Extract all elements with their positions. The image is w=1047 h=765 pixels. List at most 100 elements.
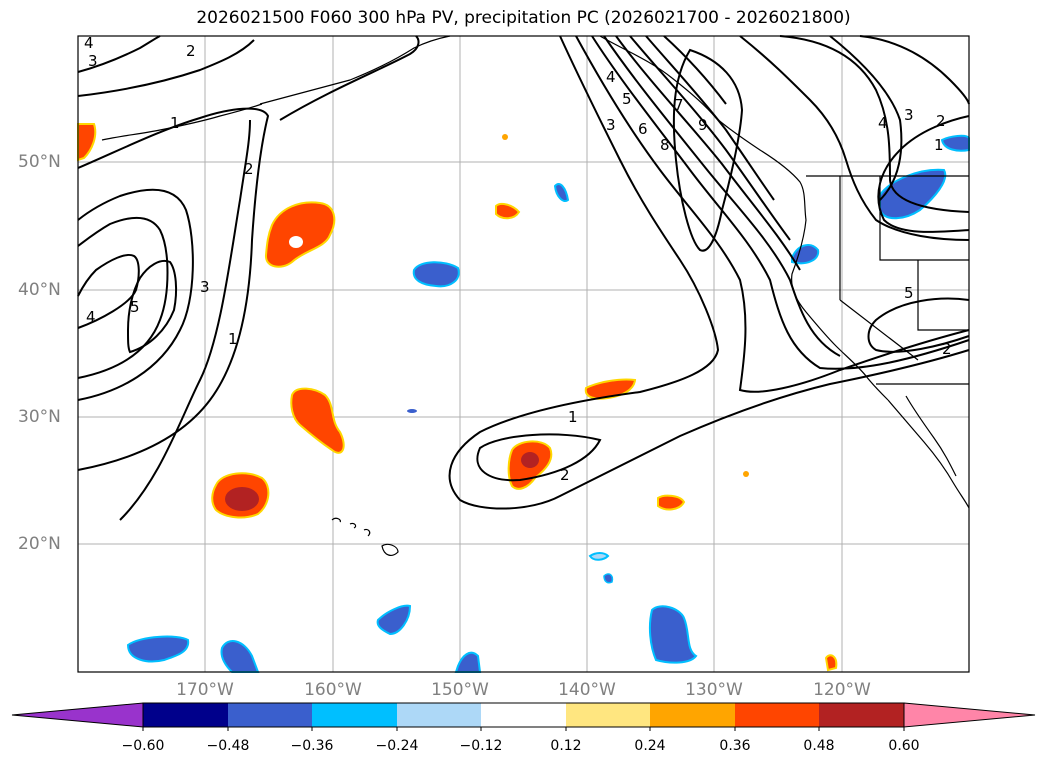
colorbar-outline	[142, 702, 905, 728]
contour-label: 1	[228, 330, 238, 348]
precip-neg-sw	[126, 635, 190, 663]
lon-label: 170°W	[176, 680, 234, 700]
contour-label: 4	[84, 34, 94, 52]
contour-west-5	[126, 260, 178, 354]
colorbar-extend-min	[11, 702, 144, 728]
contour-label: 3	[904, 106, 914, 124]
colorbar	[11, 702, 1036, 731]
precip-neg-s3	[648, 605, 698, 664]
precip-blob-westedge	[77, 123, 97, 162]
contour-label: 1	[170, 114, 180, 132]
contour-label: 2	[186, 42, 196, 60]
precip-neg-coast	[791, 243, 820, 265]
contour-west-1	[77, 107, 270, 471]
contour-west-2	[77, 188, 194, 401]
contour-label: 7	[674, 96, 684, 114]
colorbar-tick-label: −0.36	[290, 738, 334, 754]
lon-label: 130°W	[685, 680, 743, 700]
lat-label: 40°N	[18, 280, 61, 300]
contour-label-group: 3 2 4 1 2 5 3 1 4 4 5 6 3 7 8 9 4 3 2 1 …	[84, 34, 952, 484]
contour-east-big	[829, 35, 903, 201]
colorbar-segment	[228, 703, 312, 727]
contour-east-1	[739, 35, 970, 241]
precip-dot2	[743, 471, 749, 477]
colorbar-tick-label: 0.36	[719, 738, 751, 754]
precip-blob-small2	[657, 494, 686, 511]
contour-trough-a	[448, 35, 970, 510]
lat-label: 30°N	[18, 407, 61, 427]
contour-west-3	[77, 217, 169, 379]
precip-blob-bottom	[824, 654, 838, 672]
lat-label: 50°N	[18, 152, 61, 172]
precip-neg-s2	[454, 651, 482, 673]
hawaii-small	[331, 517, 371, 537]
contour-label: 2	[936, 112, 946, 130]
precip-neg-s1	[376, 604, 412, 636]
colorbar-segment	[143, 703, 228, 727]
contour-label: 4	[86, 308, 96, 326]
contour-east-2	[779, 35, 970, 213]
precip-blob-small1	[495, 203, 521, 220]
colorbar-tick-label: −0.48	[206, 738, 250, 754]
coast-aleutians	[101, 103, 263, 141]
contour-trough-e	[603, 35, 841, 357]
colorbar-tick-label: −0.60	[121, 738, 165, 754]
precip-core-south	[225, 487, 259, 511]
colorbar-segment	[481, 703, 566, 727]
hawaii-big	[381, 543, 399, 556]
contour-label: 5	[622, 90, 632, 108]
contour-trough-b	[476, 433, 602, 482]
contour-label: 3	[88, 52, 98, 70]
lon-label: 150°W	[431, 680, 489, 700]
contour-east-3	[859, 35, 970, 105]
map-frame	[77, 35, 970, 673]
lon-label: 160°W	[304, 680, 362, 700]
contour-inner-loop	[672, 48, 744, 252]
contour-trough-c	[575, 35, 970, 393]
colorbar-segment	[397, 703, 481, 727]
colorbar-tick-label: −0.24	[375, 738, 419, 754]
precip-neg-hawaii-n	[412, 261, 460, 288]
contour-label: 8	[660, 136, 670, 154]
lat-label: 20°N	[18, 534, 61, 554]
contour-label: 1	[934, 136, 944, 154]
precip-blob-ne-pacific	[264, 201, 336, 268]
precip-core-center	[521, 452, 539, 468]
precip-blob-mid	[290, 387, 345, 454]
contour-label: 4	[606, 68, 616, 86]
contour-label: 2	[942, 340, 952, 358]
coast-baja	[887, 399, 970, 509]
colorbar-segment	[735, 703, 819, 727]
contour-north-1	[119, 119, 251, 521]
contour-label: 4	[878, 114, 888, 132]
precip-neg-ne	[879, 168, 947, 220]
precip-neg-small1	[553, 182, 570, 202]
lon-label: 120°W	[813, 680, 871, 700]
colorbar-tick-label: 0.60	[888, 738, 920, 754]
contour-trough-g	[629, 35, 791, 241]
contour-label: 3	[200, 278, 210, 296]
colorbar-segment	[819, 703, 904, 727]
lon-label: 140°W	[558, 680, 616, 700]
contour-north-3	[77, 35, 161, 73]
colorbar-tick-label: 0.24	[634, 738, 666, 754]
coastlines	[101, 35, 970, 556]
colorbar-tick-label: −0.12	[459, 738, 503, 754]
colorbar-segment	[566, 703, 650, 727]
contour-label: 5	[130, 298, 140, 316]
contour-north-2	[77, 39, 255, 97]
precip-blob-hole	[289, 236, 303, 248]
colorbar-extend-max	[903, 702, 1036, 728]
precip-dot1	[502, 134, 508, 140]
colorbar-segment	[650, 703, 735, 727]
precip-neg-s4	[588, 552, 610, 561]
border-states	[839, 176, 969, 361]
map-background	[78, 36, 969, 672]
coast-west-us	[791, 219, 889, 401]
precip-neg-s5	[603, 573, 614, 584]
contour-trough-i	[663, 35, 727, 105]
map-title: 2026021500 F060 300 hPa PV, precipitatio…	[196, 8, 851, 28]
contour-label: 2	[244, 160, 254, 178]
contour-east-5	[867, 297, 970, 353]
